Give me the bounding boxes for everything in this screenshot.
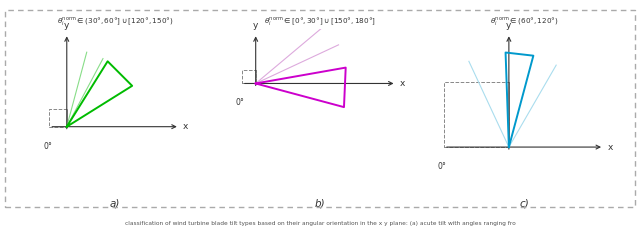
Text: x: x: [400, 79, 405, 88]
Title: $\theta_i^{\mathrm{norm}} \in [0°, 30°] \cup [150°, 180°]$: $\theta_i^{\mathrm{norm}} \in [0°, 30°] …: [264, 16, 376, 28]
Text: x: x: [607, 143, 612, 152]
Text: $0°$: $0°$: [43, 140, 53, 151]
Text: classification of wind turbine blade tilt types based on their angular orientati: classification of wind turbine blade til…: [125, 221, 515, 226]
Title: $\theta_i^{\mathrm{norm}} \in (30°, 60°] \cup [120°, 150°)$: $\theta_i^{\mathrm{norm}} \in (30°, 60°]…: [57, 16, 173, 28]
Text: $0°$: $0°$: [236, 96, 245, 107]
Text: $0°$: $0°$: [437, 160, 447, 171]
Text: y: y: [64, 21, 70, 30]
Text: a): a): [110, 198, 120, 208]
Text: b): b): [315, 198, 325, 208]
Text: y: y: [506, 21, 511, 30]
Text: y: y: [253, 21, 259, 30]
Text: c): c): [520, 198, 530, 208]
Text: x: x: [182, 122, 188, 131]
Title: $\theta_i^{\mathrm{norm}} \in (60°, 120°)$: $\theta_i^{\mathrm{norm}} \in (60°, 120°…: [490, 16, 559, 28]
